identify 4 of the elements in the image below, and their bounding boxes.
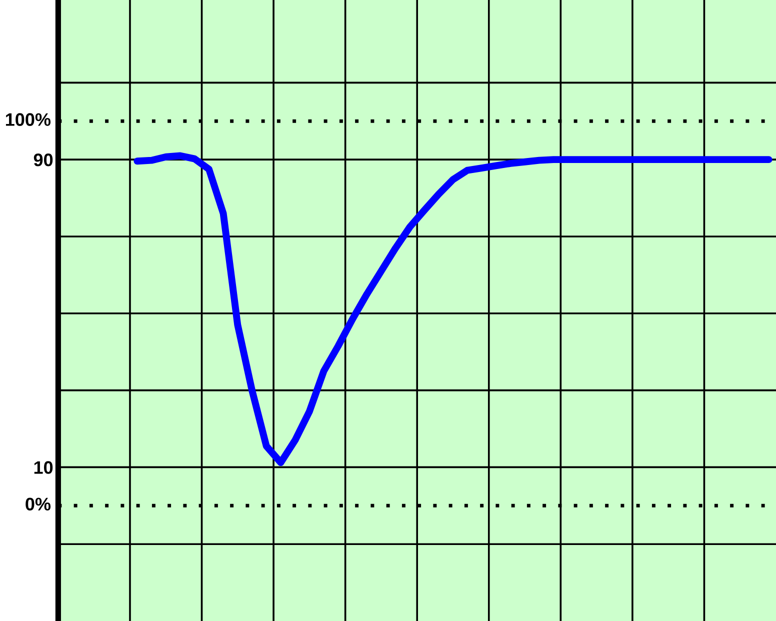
y-tick-label: 90 <box>34 154 53 166</box>
ref-line-label: 0% <box>26 498 51 510</box>
y-tick-label: 10 <box>34 461 53 474</box>
ref-line-label: 100% <box>6 113 51 126</box>
